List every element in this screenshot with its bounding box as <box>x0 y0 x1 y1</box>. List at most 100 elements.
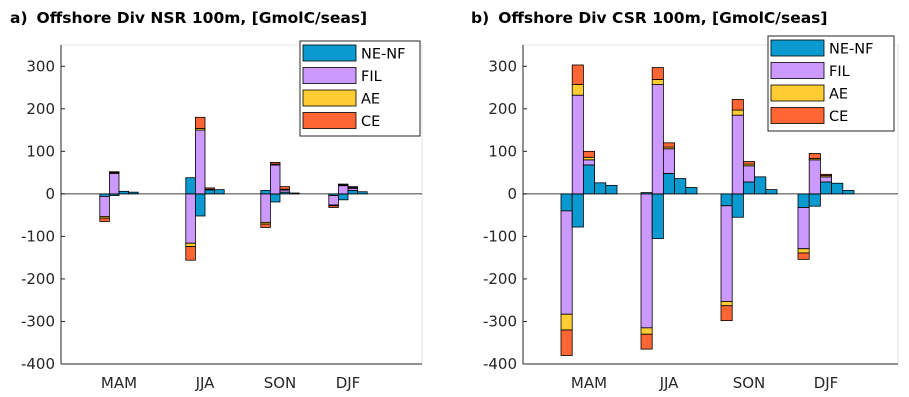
bar-ne-nf-jja-5 <box>685 187 698 195</box>
legend-swatch-ae <box>770 84 825 102</box>
legend-swatch-ce <box>770 107 825 124</box>
bar-ne-nf-djf-5 <box>842 190 855 195</box>
bar-ne-nf-son-1 <box>260 190 271 195</box>
bar-ce-djf-2 <box>337 183 349 186</box>
bar-ce-son-1 <box>260 223 271 228</box>
bar-ne-nf-mam-4 <box>594 182 607 195</box>
bar-ce-mam-3 <box>583 150 596 158</box>
bar-ce-djf-2 <box>808 153 821 159</box>
y-tick-label: 100 <box>488 142 517 160</box>
y-tick-label: -300 <box>21 312 55 330</box>
bar-fil-son-2 <box>269 164 281 195</box>
bar-fil-mam-2 <box>109 173 120 195</box>
bar-ce-son-3 <box>743 161 756 165</box>
panel-b: b) Offshore Div CSR 100m, [GmolC/seas] -40… <box>471 9 899 392</box>
bar-ce-djf-3 <box>347 186 359 188</box>
bar-ne-nf-mam-5 <box>605 184 618 195</box>
bar-fil-son-1 <box>260 193 271 223</box>
bar-fil-mam-3 <box>583 159 596 166</box>
x-tick-label: DJF <box>336 374 361 392</box>
x-tick-label: DJF <box>814 374 839 392</box>
y-tick-label: -100 <box>21 227 55 245</box>
chart-title: b) Offshore Div CSR 100m, [GmolC/seas] <box>471 9 827 27</box>
legend: NE-NF FIL AE CE <box>767 35 895 132</box>
bar-ce-jja-1 <box>640 333 653 350</box>
bar-ne-nf-jja-1 <box>185 177 196 195</box>
x-tick-label: JJA <box>195 374 216 392</box>
bar-ne-nf-djf-2 <box>337 193 349 201</box>
bar-ce-jja-1 <box>185 246 196 261</box>
y-tick-label: 0 <box>45 185 55 203</box>
bar-ce-jja-2 <box>651 67 664 80</box>
x-tick-label: SON <box>264 374 297 392</box>
y-tick-label: -200 <box>21 270 55 288</box>
legend-label-fil: FIL <box>361 69 382 85</box>
bar-ce-djf-1 <box>328 205 339 208</box>
bar-ce-son-2 <box>269 161 281 165</box>
bar-ne-nf-djf-3 <box>820 181 833 195</box>
bar-ne-nf-jja-4 <box>214 189 225 195</box>
bar-ae-jja-2 <box>651 79 664 85</box>
panel-label: a) <box>10 9 28 27</box>
y-tick-label: -400 <box>21 355 55 373</box>
legend-swatch-ne-nf <box>770 39 825 57</box>
bar-ce-djf-1 <box>797 252 810 260</box>
bar-ne-nf-jja-2 <box>194 193 206 217</box>
legend-swatch-fil <box>770 62 825 79</box>
legend-swatch-ce <box>302 112 357 129</box>
bar-ne-nf-mam-3 <box>583 164 596 195</box>
chart-title: a) Offshore Div NSR 100m, [GmolC/seas] <box>10 9 367 27</box>
y-tick-label: 300 <box>488 57 517 75</box>
bar-ce-mam-1 <box>99 217 110 222</box>
y-tick-label: 300 <box>26 57 55 75</box>
bar-ne-nf-jja-4 <box>674 178 687 195</box>
legend-swatch-ae <box>302 89 357 107</box>
x-tick-label: JJA <box>659 374 680 392</box>
bar-ne-nf-djf-1 <box>797 193 810 208</box>
bar-ce-son-1 <box>720 305 733 322</box>
bar-ae-son-2 <box>731 109 744 116</box>
bar-ne-nf-jja-2 <box>651 193 664 239</box>
x-tick-label: SON <box>733 374 766 392</box>
title-text: Offshore Div NSR 100m, [GmolC/seas] <box>37 9 368 27</box>
x-tick-label: MAM <box>571 374 607 392</box>
bar-fil-jja-2 <box>194 129 206 195</box>
bar-ne-nf-mam-1 <box>560 193 573 212</box>
bar-ae-mam-2 <box>571 84 584 96</box>
panel-a: a) Offshore Div NSR 100m, [GmolC/seas] -40… <box>10 9 423 392</box>
bar-ne-nf-son-2 <box>269 193 281 203</box>
bar-ce-mam-2 <box>109 171 120 173</box>
bar-ae-jja-1 <box>640 327 653 335</box>
bar-ce-jja-2 <box>194 116 206 129</box>
bar-ne-nf-son-5 <box>765 189 778 195</box>
bar-ce-son-2 <box>731 99 744 111</box>
legend-label-ce: CE <box>829 109 848 125</box>
bar-ce-djf-3 <box>820 173 833 176</box>
bar-fil-son-2 <box>731 114 744 195</box>
bar-fil-jja-1 <box>185 193 196 244</box>
bar-ne-nf-son-4 <box>754 176 767 195</box>
bar-ne-nf-son-3 <box>743 181 756 195</box>
y-tick-label: -100 <box>483 227 517 245</box>
bar-ne-nf-djf-2 <box>808 193 821 207</box>
bar-fil-djf-2 <box>337 184 349 195</box>
legend-label-ce: CE <box>361 114 380 130</box>
bar-ce-mam-1 <box>560 329 573 356</box>
legend-swatch-ne-nf <box>302 44 357 62</box>
bar-ne-nf-jja-3 <box>663 173 676 195</box>
y-tick-label: 200 <box>488 100 517 118</box>
bar-fil-son-1 <box>720 205 733 302</box>
y-tick-label: 200 <box>26 100 55 118</box>
legend-label-ne-nf: NE-NF <box>361 47 405 63</box>
bar-ae-son-1 <box>720 301 733 307</box>
bar-ae-jja-1 <box>185 242 196 248</box>
bar-ce-jja-3 <box>663 142 676 148</box>
legend-label-ae: AE <box>829 87 848 103</box>
bar-ne-nf-son-1 <box>720 193 733 207</box>
bar-fil-jja-3 <box>663 148 676 174</box>
legend-label-ne-nf: NE-NF <box>829 42 873 58</box>
bar-fil-djf-3 <box>820 176 833 183</box>
y-tick-label: -200 <box>483 270 517 288</box>
x-tick-label: MAM <box>101 374 137 392</box>
